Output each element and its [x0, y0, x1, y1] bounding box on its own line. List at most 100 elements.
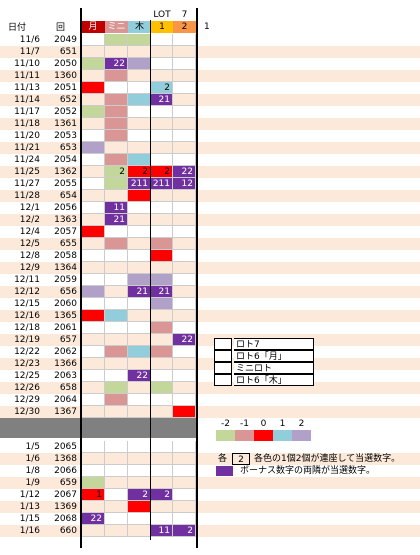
cell	[105, 142, 128, 154]
grid-line	[150, 20, 151, 540]
cell	[128, 513, 151, 525]
cell	[105, 94, 128, 106]
draw-number: 2061	[54, 323, 77, 333]
header-cell: 回	[56, 23, 66, 33]
cell	[105, 334, 128, 346]
cell	[173, 346, 196, 358]
date: 12/2	[19, 215, 40, 225]
cell	[81, 310, 105, 322]
cell	[128, 238, 151, 250]
header-cell: 木	[128, 21, 151, 33]
cell	[128, 58, 151, 70]
cell	[81, 238, 105, 250]
cell: 2	[151, 166, 173, 178]
cell	[128, 34, 151, 46]
cell	[151, 382, 173, 394]
cell	[128, 190, 151, 202]
cell	[173, 190, 196, 202]
cell	[151, 346, 173, 358]
cell: 22	[128, 370, 151, 382]
cell	[81, 298, 105, 310]
cell	[173, 202, 196, 214]
cell	[128, 477, 151, 489]
cell	[81, 118, 105, 130]
draw-number: 1361	[54, 119, 77, 129]
cell	[105, 346, 128, 358]
date: 11/6	[19, 35, 40, 45]
cell: 11	[105, 202, 128, 214]
draw-number: 2057	[54, 227, 77, 237]
cell	[81, 346, 105, 358]
date: 12/16	[14, 311, 40, 321]
row-stripe	[0, 501, 420, 513]
cell	[173, 358, 196, 370]
cell	[105, 154, 128, 166]
date: 11/18	[14, 119, 40, 129]
date: 12/22	[14, 347, 40, 357]
cell	[128, 382, 151, 394]
date: 12/19	[14, 335, 40, 345]
date: 1/5	[25, 442, 40, 452]
grid-line	[80, 8, 82, 548]
draw-number: 659	[59, 478, 77, 488]
cell	[81, 94, 105, 106]
cell	[105, 394, 128, 406]
cell	[128, 202, 151, 214]
draw-number: 657	[59, 335, 77, 345]
cell	[81, 465, 105, 477]
cell	[128, 262, 151, 274]
cell	[128, 142, 151, 154]
scale-swatch	[254, 430, 273, 441]
date: 1/12	[19, 490, 40, 500]
cell	[128, 94, 151, 106]
cell	[81, 226, 105, 238]
draw-number: 652	[59, 95, 77, 105]
date: 11/7	[19, 47, 40, 57]
cell: 211	[128, 178, 151, 190]
cell	[173, 238, 196, 250]
cell	[151, 358, 173, 370]
cell	[173, 382, 196, 394]
draw-number: 2067	[54, 490, 77, 500]
cell	[173, 226, 196, 238]
cell	[105, 465, 128, 477]
date: 1/9	[25, 478, 40, 488]
cell	[105, 70, 128, 82]
cell	[151, 70, 173, 82]
draw-number: 1367	[54, 407, 77, 417]
cell	[151, 46, 173, 58]
cell	[173, 370, 196, 382]
cell	[173, 441, 196, 453]
cell	[81, 394, 105, 406]
row-stripe	[0, 142, 420, 154]
cell	[151, 441, 173, 453]
draw-number: 2063	[54, 371, 77, 381]
cell	[105, 525, 128, 537]
row-stripe	[0, 525, 420, 537]
cell	[105, 453, 128, 465]
cell: 11	[151, 525, 173, 537]
cell	[105, 238, 128, 250]
draw-number: 2053	[54, 131, 77, 141]
scale-label: 0	[260, 419, 267, 429]
cell	[81, 322, 105, 334]
date: 12/18	[14, 323, 40, 333]
cell	[173, 406, 196, 418]
cell	[151, 394, 173, 406]
cell	[173, 465, 196, 477]
note-box: 2	[232, 453, 250, 465]
draw-number: 2058	[54, 251, 77, 261]
legend-box	[214, 350, 232, 362]
gray-band	[0, 418, 196, 438]
cell	[105, 82, 128, 94]
cell	[81, 441, 105, 453]
header-cell: 2	[173, 21, 196, 33]
draw-number: 1360	[54, 71, 77, 81]
row-stripe	[0, 262, 420, 274]
row-stripe	[0, 358, 420, 370]
row-stripe	[0, 334, 420, 346]
cell	[173, 46, 196, 58]
cell	[128, 70, 151, 82]
cell	[105, 262, 128, 274]
cell	[81, 58, 105, 70]
